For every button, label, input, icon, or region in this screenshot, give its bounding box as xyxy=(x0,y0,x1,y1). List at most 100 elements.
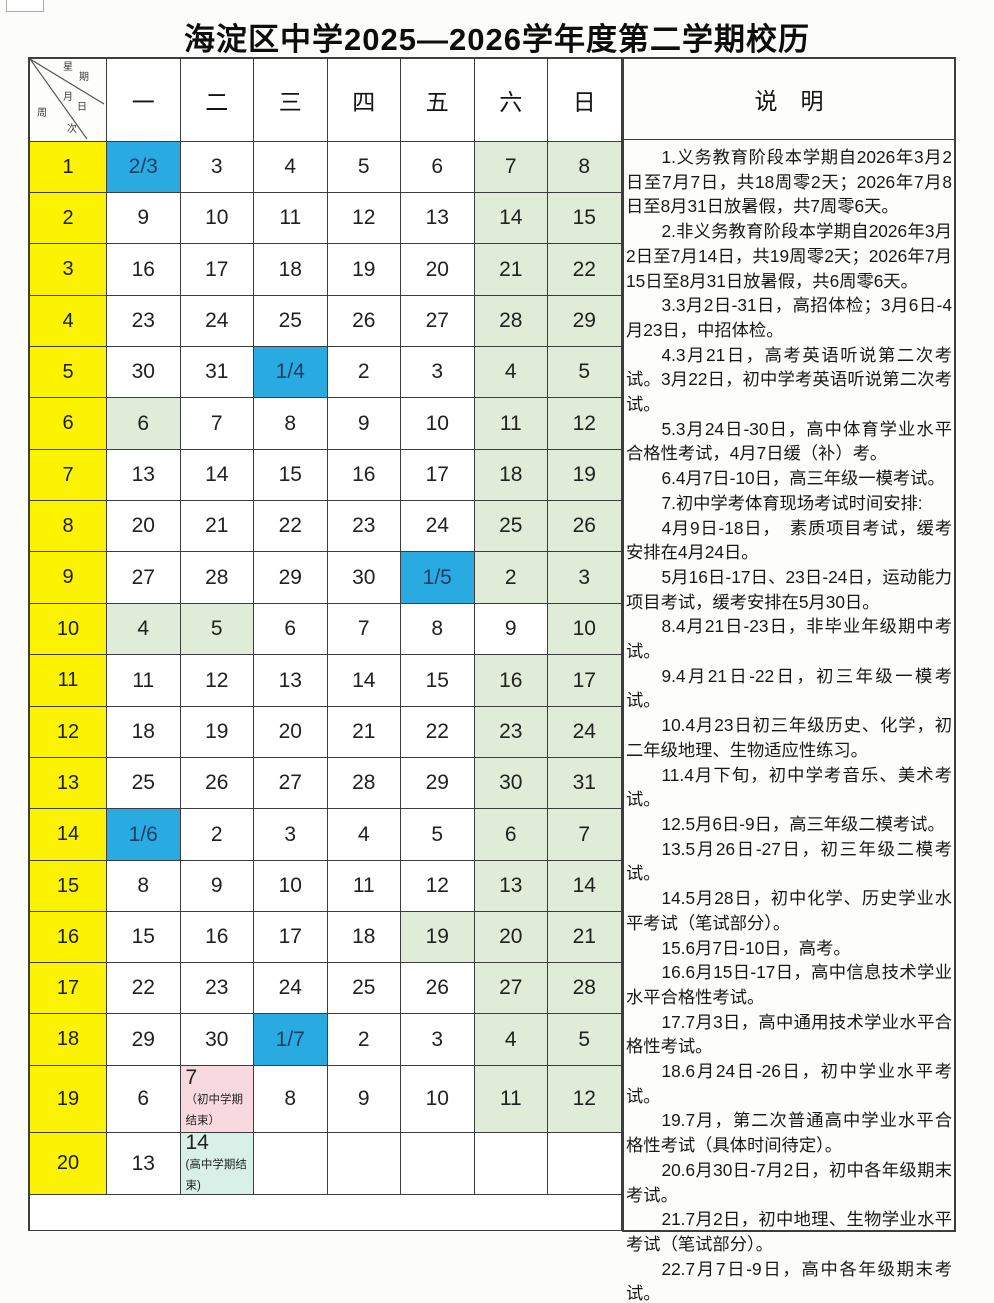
date-cell: 21 xyxy=(474,244,548,296)
date-cell: 12 xyxy=(327,193,401,244)
date-cell: 20 xyxy=(474,912,548,963)
note-paragraph: 11.4月下旬，初中学考音乐、美术考试。 xyxy=(626,764,952,810)
date-cell: 2 xyxy=(327,347,401,398)
date-cell: 8 xyxy=(401,604,475,655)
date-cell: 15 xyxy=(254,450,328,501)
date-cell: 9 xyxy=(327,398,401,450)
date-cell: 20 xyxy=(107,501,181,552)
date-cell: 21 xyxy=(327,707,401,758)
date-cell: 14 (高中学期结束) xyxy=(180,1133,254,1195)
date-cell: 24 xyxy=(548,707,622,758)
date-cell: 4 xyxy=(327,809,401,861)
note-paragraph: 4月9日-18日， 素质项目考试，缓考安排在4月24日。 xyxy=(626,517,952,563)
note-paragraph: 4.3月21日，高考英语听说第二次考试。3月22日，初中学考英语听说第二次考试。 xyxy=(626,344,952,415)
corner-label-char: 周 xyxy=(37,108,47,119)
note-paragraph: 8.4月21日-23日，非毕业年级期中考试。 xyxy=(626,616,952,662)
date-cell: 4 xyxy=(107,604,181,655)
date-cell: 6 xyxy=(401,142,475,193)
week-number-cell: 8 xyxy=(30,501,107,552)
note-paragraph: 10.4月23日初三年级历史、化学，初二年级地理、生物适应性练习。 xyxy=(626,715,952,760)
day-header-cell: 二 xyxy=(180,59,254,142)
date-cell: 9 xyxy=(327,1066,401,1133)
date-cell: 29 xyxy=(401,758,475,809)
notes-header: 说 明 xyxy=(624,59,954,140)
date-cell: 3 xyxy=(548,552,622,604)
note-paragraph: 19.7月，第二次普通高中学业水平合格性考试（具体时间待定）。 xyxy=(626,1110,952,1156)
week-number-cell: 5 xyxy=(30,347,107,398)
date-cell: 24 xyxy=(254,963,328,1014)
week-number-cell: 16 xyxy=(30,912,107,963)
week-number-cell: 15 xyxy=(30,861,107,912)
corner-label-char: 次 xyxy=(67,124,77,135)
date-cell: 16 xyxy=(107,244,181,296)
date-cell: 9 xyxy=(180,861,254,912)
date-cell: 5 xyxy=(548,347,622,398)
date-cell: 13 xyxy=(401,193,475,244)
date-cell: 28 xyxy=(180,552,254,604)
date-cell: 4 xyxy=(474,1014,548,1066)
date-cell: 18 xyxy=(254,244,328,296)
date-cell: 21 xyxy=(180,501,254,552)
note-paragraph: 6.4月7日-10日，高三年级一模考试。 xyxy=(661,468,945,489)
date-cell: 18 xyxy=(107,707,181,758)
date-cell: 30 xyxy=(107,347,181,398)
date-cell: 12 xyxy=(401,861,475,912)
date-cell: 10 xyxy=(548,604,622,655)
date-cell: 13 xyxy=(107,1133,181,1195)
week-number-cell: 1 xyxy=(30,142,107,193)
date-cell: 12 xyxy=(548,1066,622,1133)
date-cell: 25 xyxy=(474,501,548,552)
date-cell: 26 xyxy=(180,758,254,809)
date-cell: 10 xyxy=(180,193,254,244)
date-cell: 7 （初中学期结束） xyxy=(180,1066,254,1133)
date-cell: 23 xyxy=(327,501,401,552)
day-header-cell: 六 xyxy=(474,59,548,142)
day-header-cell: 五 xyxy=(401,59,475,142)
date-cell: 8 xyxy=(254,1066,328,1133)
date-cell: 28 xyxy=(548,963,622,1014)
week-number-cell: 4 xyxy=(30,296,107,347)
date-cell: 29 xyxy=(254,552,328,604)
week-number-cell: 9 xyxy=(30,552,107,604)
date-cell: 22 xyxy=(254,501,328,552)
date-cell: 16 xyxy=(474,655,548,707)
date-cell: 2/3 xyxy=(107,142,181,193)
date-cell: 1/5 xyxy=(401,552,475,604)
date-cell: 6 xyxy=(107,398,181,450)
date-cell: 10 xyxy=(401,398,475,450)
notes-panel: 说 明 1.义务教育阶段本学期自2026年3月2日至7月7日，共18周零2天；2… xyxy=(622,57,956,1303)
term-end-label: (高中学期结束) xyxy=(185,1158,247,1192)
date-cell: 7 xyxy=(180,398,254,450)
date-cell: 11 xyxy=(107,655,181,707)
date-cell: 28 xyxy=(327,758,401,809)
date-cell xyxy=(548,1133,622,1195)
date-cell: 1/6 xyxy=(107,809,181,861)
date-cell: 5 xyxy=(327,142,401,193)
date-cell: 7 xyxy=(548,809,622,861)
date-cell: 8 xyxy=(548,142,622,193)
date-cell: 31 xyxy=(548,758,622,809)
date-cell: 15 xyxy=(107,912,181,963)
date-cell: 26 xyxy=(401,963,475,1014)
date-number: 14 xyxy=(185,1133,209,1154)
term-end-label: （初中学期结束） xyxy=(185,1094,244,1127)
calendar-grid: 星期月日周次一二三四五六日 1 2/3 3 4 5 6 7 8 2 9 10 11 12 13 14 15 3 16… xyxy=(28,57,622,1231)
date-cell: 17 xyxy=(401,450,475,501)
note-paragraph: 14.5月28日，初中化学、历史学业水平考试（笔试部分）。 xyxy=(626,888,952,933)
date-cell: 1/7 xyxy=(254,1014,328,1066)
date-cell: 27 xyxy=(474,963,548,1014)
date-cell: 30 xyxy=(180,1014,254,1066)
note-paragraph: 20.6月30日-7月2日，初中各年级期末考试。 xyxy=(626,1159,952,1205)
date-cell: 22 xyxy=(548,244,622,296)
date-cell: 14 xyxy=(474,193,548,244)
date-cell: 8 xyxy=(107,861,181,912)
date-cell: 16 xyxy=(327,450,401,501)
date-cell: 26 xyxy=(548,501,622,552)
date-cell: 6 xyxy=(254,604,328,655)
corner-label-char: 日 xyxy=(77,102,87,113)
date-cell: 9 xyxy=(474,604,548,655)
week-number-cell: 20 xyxy=(30,1133,107,1195)
date-number: 7 xyxy=(185,1066,198,1089)
date-cell: 2 xyxy=(474,552,548,604)
